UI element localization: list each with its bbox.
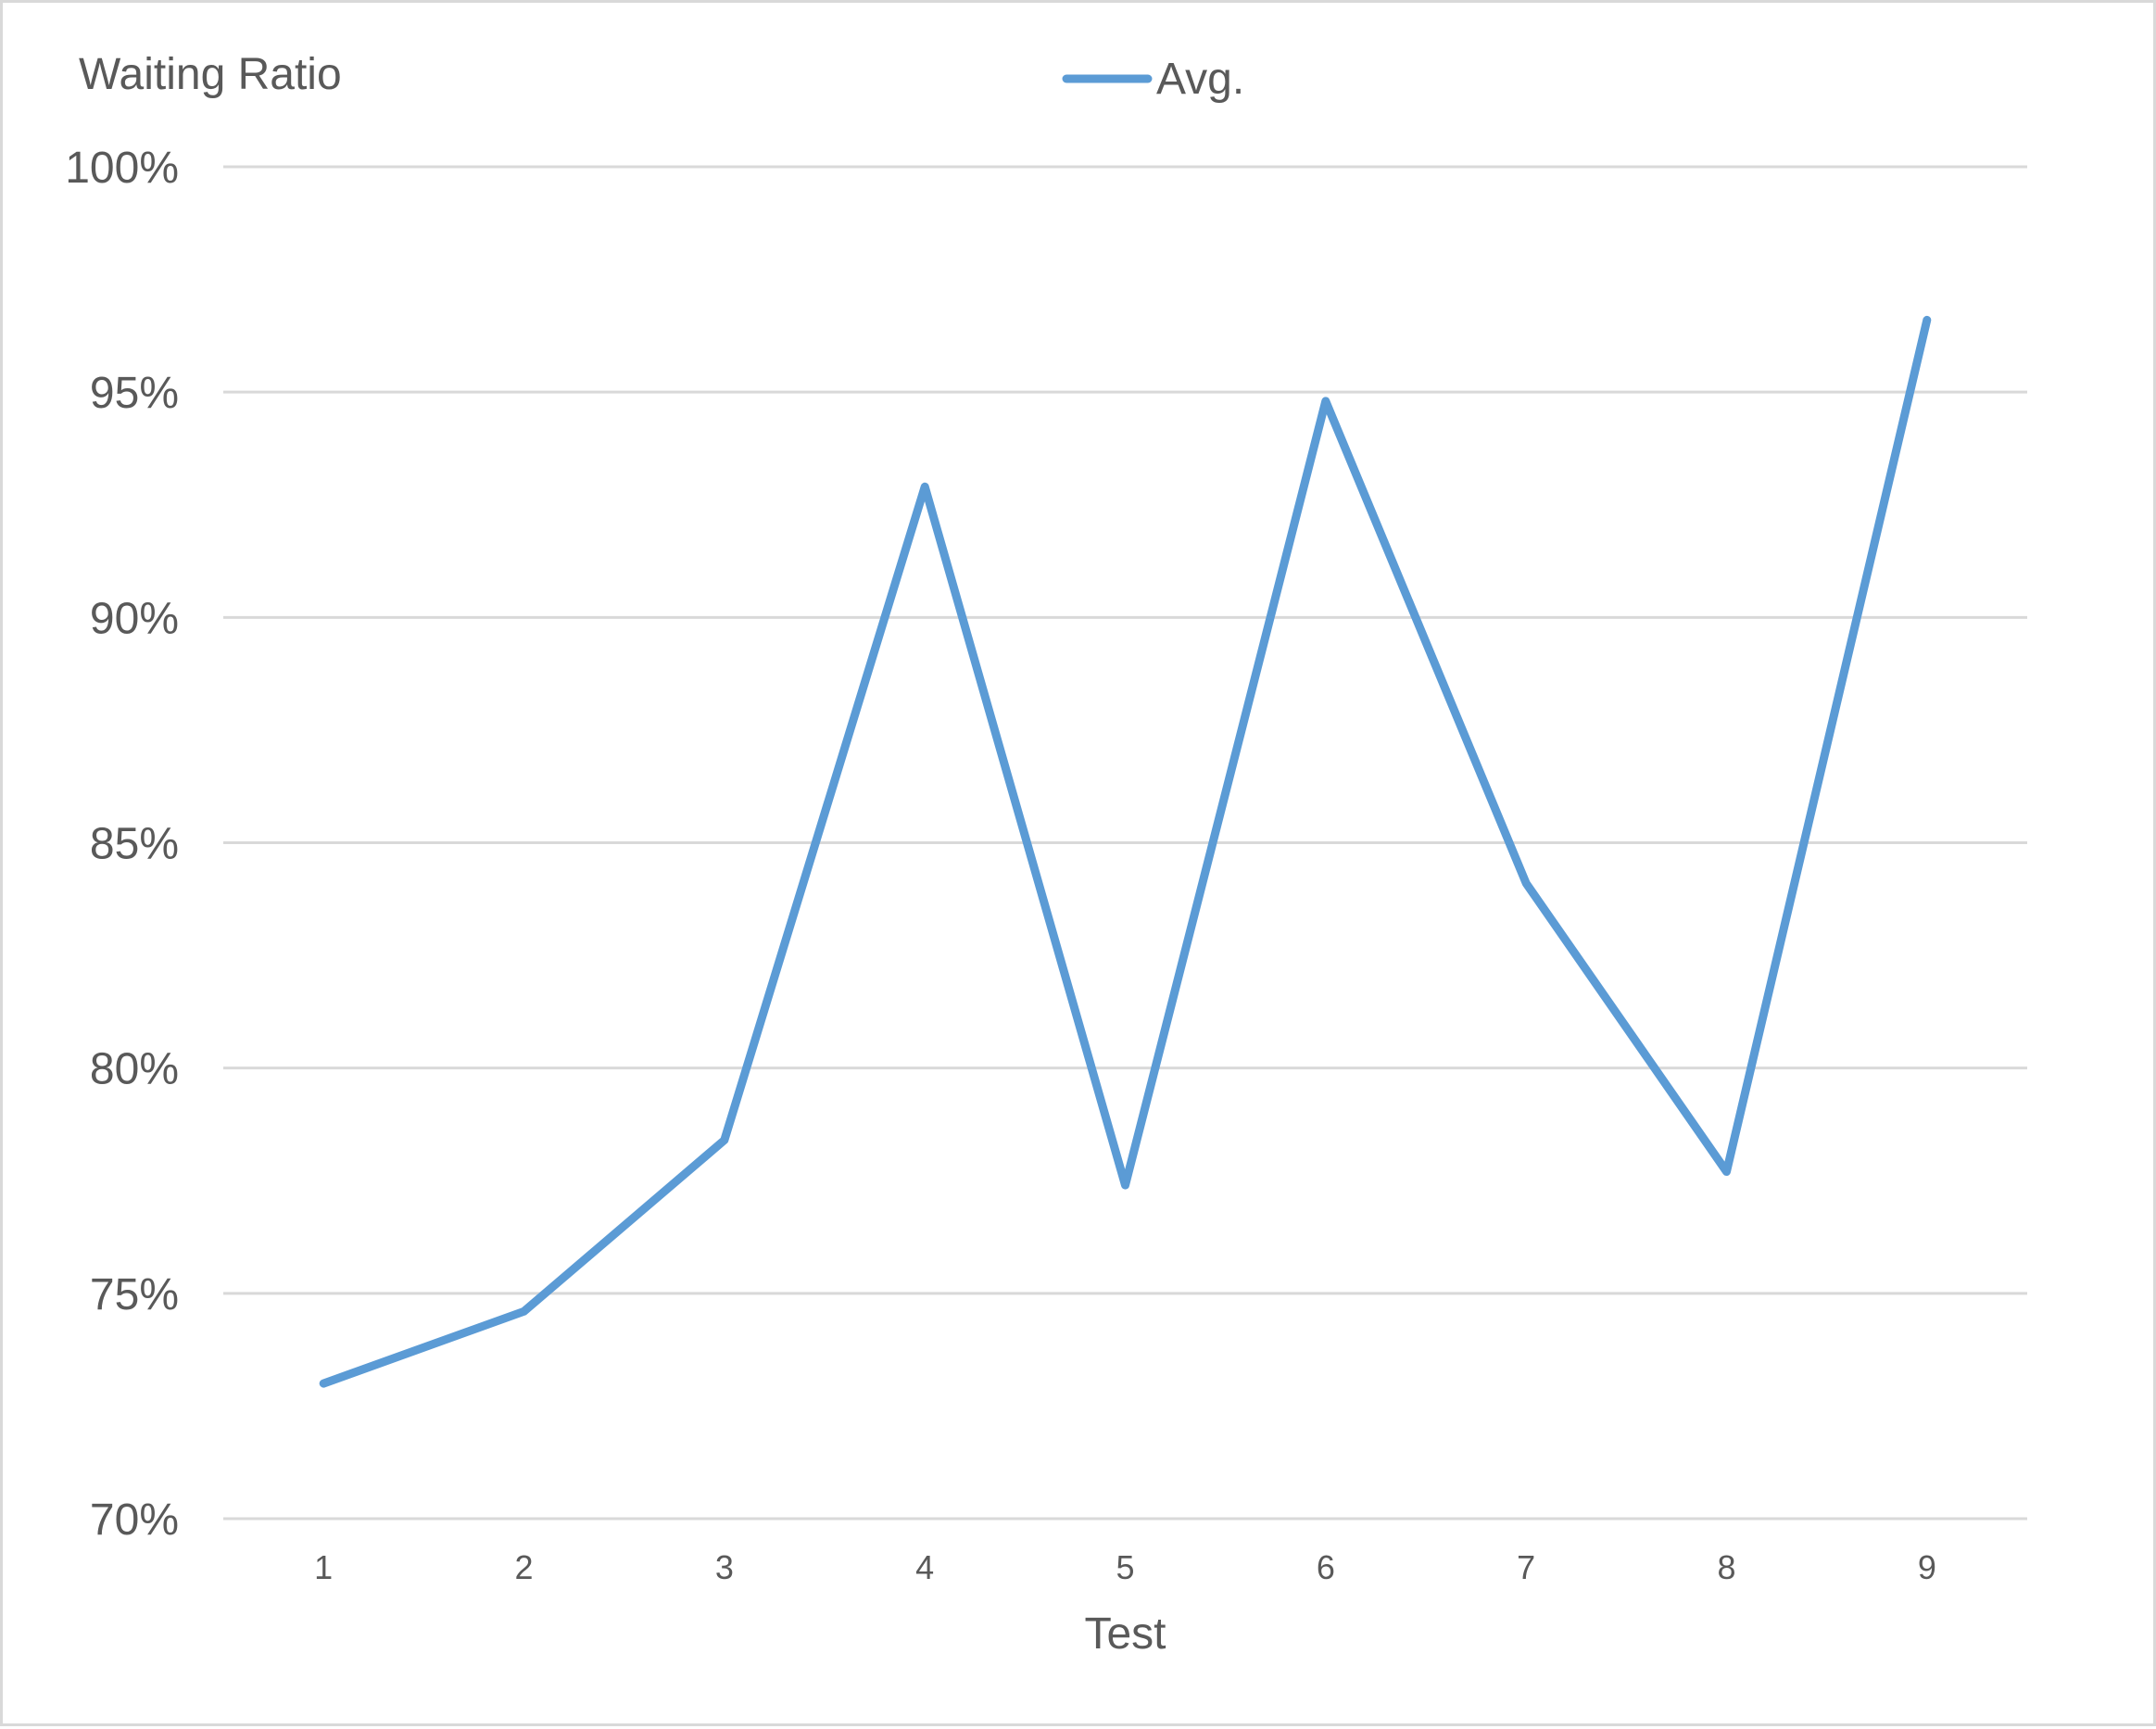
x-tick-label: 1 [314,1548,333,1586]
x-tick-label: 8 [1717,1548,1735,1586]
y-tick-label: 80% [90,1045,179,1094]
legend-label-avg: Avg. [1156,55,1244,104]
y-axis-ticks: 70% 75% 80% 85% 90% 95% 100% [65,144,179,1545]
y-tick-label: 90% [90,594,179,643]
y-tick-label: 100% [65,144,179,193]
gridlines [223,165,2027,1521]
x-tick-label: 5 [1116,1548,1134,1586]
y-tick-label: 70% [90,1496,179,1545]
x-tick-label: 6 [1317,1548,1335,1586]
x-tick-label: 9 [1918,1548,1936,1586]
x-tick-label: 2 [514,1548,533,1586]
x-axis-ticks: 1 2 3 4 5 6 7 8 9 [314,1548,1936,1586]
y-tick-label: 95% [90,369,179,418]
x-tick-label: 4 [915,1548,934,1586]
legend: Avg. [1062,55,1244,104]
y-tick-label: 85% [90,820,179,869]
y-axis-title: Waiting Ratio [79,50,342,99]
x-tick-label: 3 [715,1548,734,1586]
x-axis-title: Test [1084,1609,1166,1659]
series-layer [319,315,1932,1388]
x-tick-label: 7 [1517,1548,1535,1586]
series-line-avg [319,315,1932,1388]
y-tick-label: 75% [90,1270,179,1319]
line-chart: 70% 75% 80% 85% 90% 95% 100% 1 2 3 4 5 6 7 8 9 Waiting… [65,50,2027,1659]
